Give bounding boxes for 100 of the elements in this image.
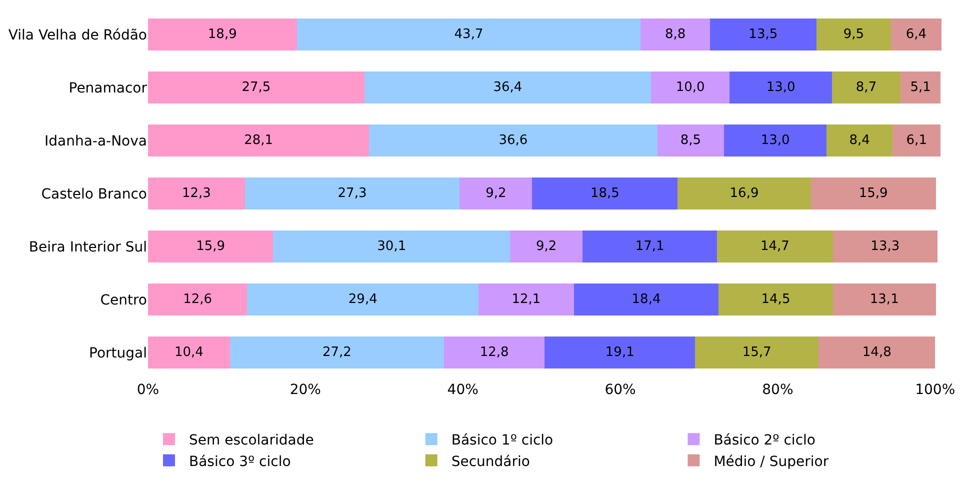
y-tick-label: Idanha-a-Nova [44, 133, 147, 150]
bar [273, 230, 510, 262]
y-tick-label: Castelo Branco [41, 186, 147, 202]
bar [148, 336, 230, 368]
data-label: 8,7 [856, 80, 877, 95]
bar [892, 124, 941, 156]
y-tick-label: Portugal [89, 345, 147, 362]
bar [900, 72, 941, 104]
data-label: 8,4 [849, 133, 870, 148]
data-label: 27,5 [242, 80, 271, 95]
data-label: 28,1 [244, 133, 274, 148]
y-tick-label: Vila Velha de Ródão [8, 27, 147, 44]
data-label: 14,8 [862, 345, 892, 360]
bar [730, 72, 832, 104]
data-label: 9,5 [843, 27, 864, 42]
legend-label: Básico 2º ciclo [714, 432, 816, 449]
data-label: 16,9 [730, 186, 759, 201]
bar [891, 18, 942, 50]
data-label: 19,1 [605, 345, 634, 360]
bar [148, 230, 274, 262]
bar [460, 178, 532, 210]
data-label: 43,7 [454, 27, 484, 42]
data-label: 6,1 [906, 133, 927, 148]
bar [296, 18, 641, 50]
data-label: 10,4 [174, 345, 204, 360]
bar [148, 72, 364, 104]
x-tick-label: 20% [290, 382, 321, 398]
data-label: 12,3 [182, 186, 211, 201]
bar [230, 336, 444, 368]
data-label: 5,1 [910, 80, 931, 95]
data-label: 27,3 [338, 186, 367, 201]
bar [832, 72, 900, 104]
data-label: 12,6 [183, 292, 212, 307]
y-tick-label: Penamacor [68, 80, 148, 96]
data-label: 18,4 [632, 292, 661, 307]
data-label: 18,9 [208, 27, 237, 42]
bar [148, 178, 245, 210]
data-label: 6,4 [906, 27, 927, 42]
data-label: 10,0 [676, 80, 705, 95]
bar [657, 124, 724, 156]
data-label: 12,8 [480, 345, 509, 360]
data-label: 36,4 [493, 80, 522, 95]
data-label: 8,5 [680, 133, 702, 148]
x-tick-label: 80% [762, 382, 794, 398]
bar [444, 336, 545, 368]
data-label: 13,0 [760, 133, 790, 148]
data-label: 13,5 [748, 27, 778, 42]
data-label: 30,1 [377, 239, 406, 254]
bar [148, 18, 297, 50]
bar [148, 284, 248, 316]
data-label: 8,8 [665, 27, 686, 42]
legend-label: Sem escolaridade [189, 432, 314, 449]
y-tick-label: Centro [100, 292, 147, 308]
bar [718, 284, 833, 316]
data-label: 14,7 [760, 239, 790, 254]
bar [369, 124, 658, 156]
bar [818, 336, 936, 368]
bar [640, 18, 710, 50]
bar [816, 18, 892, 50]
data-label: 15,9 [858, 186, 888, 201]
bar [247, 284, 479, 316]
bar [364, 72, 651, 104]
bar [678, 178, 811, 210]
bar [544, 336, 696, 368]
bar [148, 124, 370, 156]
data-label: 29,4 [348, 292, 378, 307]
data-label: 17,1 [635, 239, 664, 254]
y-tick-label: Beira Interior Sul [28, 239, 147, 256]
bar [510, 230, 582, 262]
bar [478, 284, 574, 316]
bar [832, 230, 938, 262]
bar [244, 178, 460, 210]
bar [582, 230, 718, 262]
x-tick-label: 0% [136, 382, 160, 398]
legend-label: Médio / Superior [714, 454, 829, 470]
legend-label: Secundário [451, 454, 530, 470]
bar [532, 178, 678, 210]
data-label: 15,7 [742, 345, 772, 360]
x-tick-label: 40% [447, 382, 478, 398]
data-label: 27,2 [322, 345, 352, 360]
data-label: 36,6 [498, 133, 528, 148]
x-tick-label: 100% [915, 382, 956, 398]
data-label: 9,2 [536, 239, 557, 254]
data-label: 14,5 [761, 292, 790, 307]
bar [724, 124, 826, 156]
legend-label: Básico 3º ciclo [189, 454, 291, 470]
bar [695, 336, 819, 368]
bar [574, 284, 719, 316]
bar [826, 124, 893, 156]
bar [832, 284, 936, 316]
data-label: 13,3 [870, 239, 900, 254]
bar [810, 178, 936, 210]
bar [717, 230, 833, 262]
data-label: 13,0 [766, 80, 796, 95]
data-label: 12,1 [512, 292, 541, 307]
bar [650, 72, 730, 104]
data-label: 13,1 [870, 292, 899, 307]
data-label: 18,5 [590, 186, 620, 201]
x-tick-label: 60% [604, 382, 636, 398]
data-label: 15,9 [196, 239, 226, 254]
